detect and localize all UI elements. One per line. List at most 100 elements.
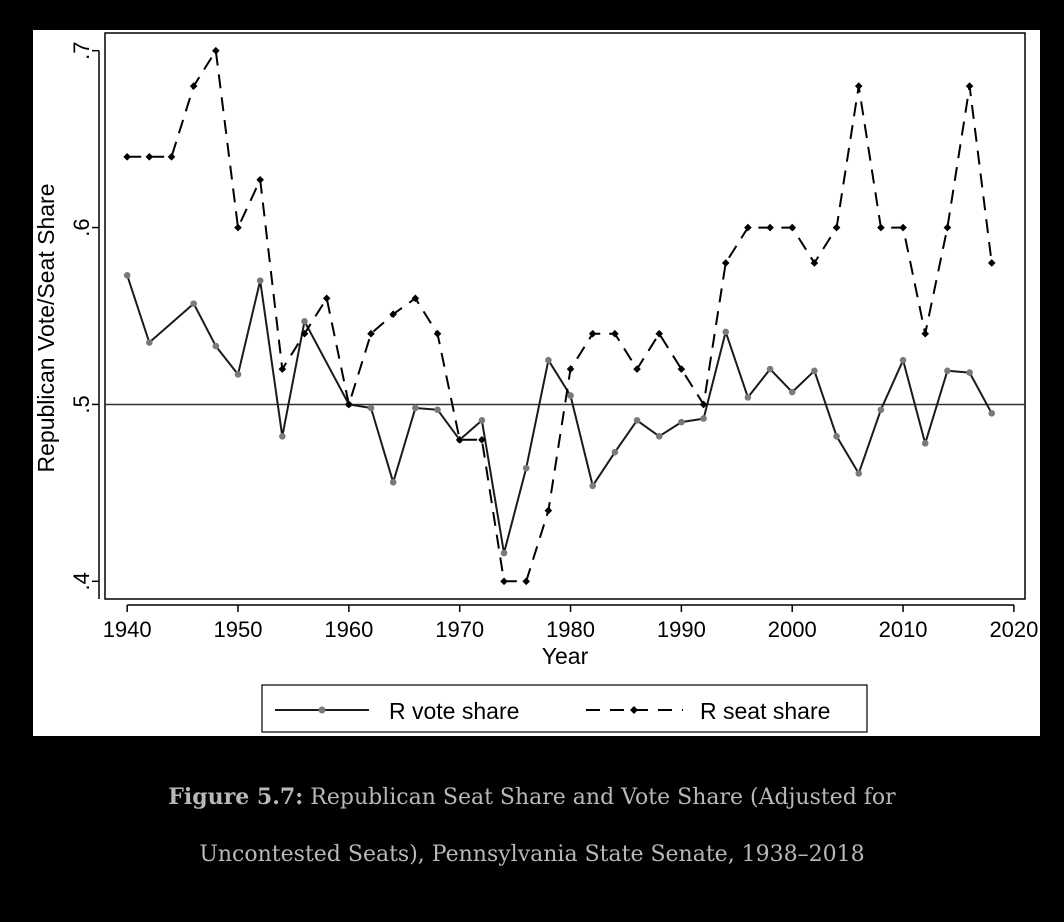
seat-share-line: [127, 49, 993, 583]
vote-share-point: [855, 470, 863, 477]
y-axis-label: Republican Vote/Seat Share: [33, 184, 59, 473]
vote-share-point: [788, 388, 796, 396]
caption-line-2: Uncontested Seats), Pennsylvania State S…: [199, 842, 865, 867]
seat-share-point: [588, 329, 597, 338]
x-axis-label: Year: [542, 643, 589, 669]
seat-share-point: [212, 46, 220, 55]
seat-share-point: [921, 329, 930, 338]
vote-share-point: [123, 272, 131, 279]
seat-share-point: [455, 436, 464, 444]
seat-share-point: [721, 259, 730, 267]
vote-share-point: [412, 404, 419, 412]
y-tick-label: .6: [69, 218, 94, 236]
x-tick-label: 1940: [103, 617, 152, 642]
seat-share-point: [788, 223, 797, 232]
legend-vote-marker: [318, 706, 326, 714]
vote-share-point: [766, 365, 774, 373]
vote-share-point: [234, 371, 242, 378]
seat-share-point: [699, 400, 708, 409]
vote-share-point: [655, 432, 663, 440]
seat-share-point: [167, 153, 176, 161]
y-tick-label: .5: [69, 395, 94, 413]
seat-share-point: [300, 329, 309, 338]
caption-label: Figure 5.7:: [168, 784, 304, 810]
seat-share-point: [655, 329, 664, 338]
caption-line-1: Figure 5.7: Republican Seat Share and Vo…: [0, 772, 1064, 830]
legend-seat-label: R seat share: [700, 698, 830, 724]
x-tick-label: 2020: [989, 617, 1038, 642]
caption-text-1: Republican Seat Share and Vote Share (Ad…: [303, 785, 896, 810]
vote-share-point: [301, 318, 308, 325]
legend-vote-label: R vote share: [389, 698, 519, 724]
vote-share-point: [146, 339, 153, 346]
legend: R vote share R seat share: [261, 684, 868, 733]
seat-share-point: [943, 223, 952, 232]
axis-layer: .4 .5 .6 .7 1940 1950 1960 1970 1980 1990 2000 2010…: [69, 42, 1038, 642]
chart-svg: .4 .5 .6 .7 1940 1950 1960 1970 1980 1990 2000 2010…: [33, 32, 1038, 733]
seat-share-point: [322, 294, 331, 303]
x-tick-label: 1990: [657, 617, 706, 642]
vote-share-point: [545, 356, 552, 364]
vote-share-point: [678, 418, 685, 426]
vote-share-point: [811, 367, 818, 375]
figure-caption: Figure 5.7: Republican Seat Share and Vo…: [0, 772, 1064, 888]
vote-share-point: [522, 464, 530, 472]
vote-share-point: [212, 342, 220, 350]
vote-share-point: [899, 356, 907, 364]
vote-share-point: [434, 406, 441, 414]
seat-share-point: [965, 82, 974, 90]
seat-share-point: [500, 577, 508, 586]
legend-seat-marker: [630, 706, 638, 714]
seat-share-point: [854, 82, 863, 90]
seat-share-point: [234, 223, 242, 232]
seat-share-point: [345, 400, 353, 409]
seat-share-point: [367, 329, 375, 338]
series-layer: [123, 46, 996, 586]
seat-share-point: [633, 365, 641, 373]
seat-share-point: [522, 577, 531, 586]
seat-share-point: [766, 223, 774, 232]
vote-share-point: [500, 549, 508, 557]
vote-share-point: [744, 394, 752, 401]
seat-share-point: [611, 329, 619, 338]
vote-share-point: [611, 448, 619, 456]
x-tick-label: 1980: [546, 617, 595, 642]
vote-share-point: [921, 440, 929, 447]
seat-share-point: [478, 436, 486, 444]
seat-share-point: [123, 153, 131, 161]
y-tick-label: .7: [69, 42, 94, 60]
seat-share-point: [677, 365, 686, 373]
chart-panel: .4 .5 .6 .7 1940 1950 1960 1970 1980 1990 2000 2010…: [33, 30, 1040, 736]
vote-share-point: [389, 478, 397, 486]
seat-share-point: [987, 259, 996, 267]
vote-share-point: [279, 432, 286, 440]
vote-share-point: [190, 300, 197, 307]
seat-share-point: [433, 329, 442, 338]
vote-share-point: [722, 328, 730, 336]
seat-share-point: [832, 223, 841, 232]
seat-share-point: [256, 176, 264, 184]
seat-share-point: [278, 365, 287, 373]
seat-share-point: [899, 223, 907, 232]
vote-share-point: [589, 482, 597, 490]
vote-share-point: [367, 404, 375, 412]
seat-share-point: [566, 365, 575, 373]
vote-share-point: [833, 432, 840, 440]
vote-share-point: [478, 417, 486, 424]
vote-share-point: [256, 277, 264, 284]
seat-share-point: [544, 506, 553, 515]
seat-share-point: [145, 153, 154, 161]
plot-frame: [104, 32, 1026, 600]
seat-share-point: [744, 223, 752, 232]
vote-share-point: [877, 406, 885, 414]
vote-share-point: [700, 415, 707, 422]
vote-share-point: [567, 392, 574, 399]
legend-box: [261, 684, 868, 733]
vote-share-line: [126, 274, 993, 554]
seat-share-point: [389, 310, 397, 319]
vote-share-point: [944, 367, 951, 375]
vote-share-point: [966, 369, 973, 376]
x-tick-label: 1970: [435, 617, 484, 642]
seat-share-point: [810, 259, 819, 267]
vote-share-point: [988, 409, 996, 417]
